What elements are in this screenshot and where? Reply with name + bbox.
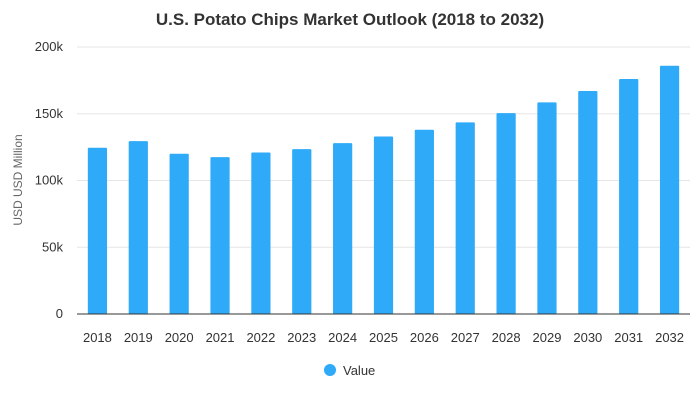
bar-2021[interactable]	[210, 157, 230, 314]
x-tick-label: 2031	[614, 330, 643, 345]
y-tick-label: 0	[56, 306, 63, 321]
x-tick-label: 2026	[410, 330, 439, 345]
y-tick-label: 200k	[35, 39, 64, 54]
bar-2024[interactable]	[333, 143, 353, 314]
x-tick-label: 2021	[206, 330, 235, 345]
bar-2020[interactable]	[169, 153, 189, 314]
x-tick-label: 2025	[369, 330, 398, 345]
bar-2030[interactable]	[578, 91, 598, 315]
bar-2022[interactable]	[251, 152, 271, 314]
bar-2029[interactable]	[537, 102, 557, 314]
x-tick-label: 2024	[328, 330, 357, 345]
x-tick-label: 2022	[246, 330, 275, 345]
bar-2018[interactable]	[87, 147, 108, 314]
chart-title: U.S. Potato Chips Market Outlook (2018 t…	[156, 10, 544, 29]
x-tick-label: 2018	[83, 330, 112, 345]
bar-2019[interactable]	[128, 141, 148, 314]
y-axis-ticks: 0 50k 100k 150k 200k	[35, 39, 64, 321]
bar-2031[interactable]	[619, 79, 639, 314]
x-tick-label: 2030	[573, 330, 602, 345]
y-axis-label: USD USD Million	[11, 134, 25, 225]
x-tick-label: 2028	[492, 330, 521, 345]
x-tick-label: 2023	[287, 330, 316, 345]
legend[interactable]: Value	[324, 363, 375, 378]
legend-label-value: Value	[343, 363, 375, 378]
bars	[87, 65, 680, 315]
x-tick-label: 2032	[655, 330, 684, 345]
bar-2025[interactable]	[373, 136, 394, 314]
x-axis-ticks: 2018 2019 2020 2021 2022 2023 2024 2025 2026 2027…	[83, 330, 684, 345]
bar-2032[interactable]	[659, 65, 680, 314]
x-tick-label: 2019	[124, 330, 153, 345]
y-tick-label: 100k	[35, 173, 64, 188]
bar-2023[interactable]	[292, 149, 312, 314]
bar-2027[interactable]	[455, 122, 475, 315]
x-tick-label: 2020	[165, 330, 194, 345]
x-tick-label: 2029	[533, 330, 562, 345]
x-tick-label: 2027	[451, 330, 480, 345]
bar-2028[interactable]	[496, 113, 516, 315]
bar-2026[interactable]	[414, 129, 434, 314]
legend-swatch-value	[324, 364, 336, 376]
y-tick-label: 50k	[42, 239, 63, 254]
y-tick-label: 150k	[35, 106, 64, 121]
